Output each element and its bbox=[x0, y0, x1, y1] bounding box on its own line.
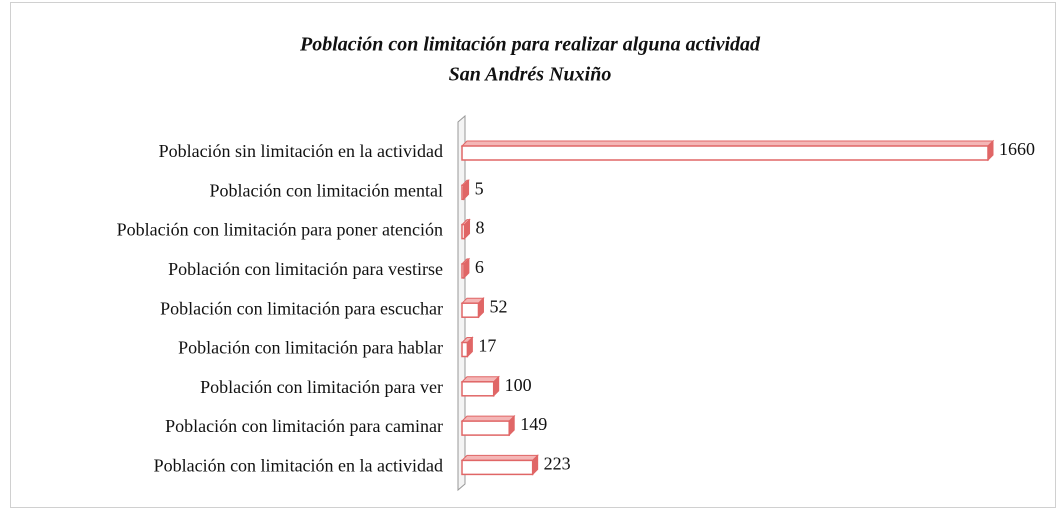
bar bbox=[461, 184, 465, 201]
bar bbox=[461, 420, 510, 436]
category-label: Población con limitación mental bbox=[210, 180, 443, 200]
data-label: 6 bbox=[475, 257, 484, 277]
data-label: 5 bbox=[475, 178, 484, 198]
data-label: 1660 bbox=[999, 139, 1035, 159]
chart-border bbox=[10, 2, 1056, 508]
data-label: 100 bbox=[505, 375, 532, 395]
category-label: Población con limitación para caminar bbox=[165, 416, 443, 436]
category-label: Población con limitación para vestirse bbox=[168, 259, 443, 279]
data-label: 223 bbox=[544, 454, 571, 474]
bar bbox=[461, 341, 469, 358]
data-label: 52 bbox=[489, 296, 507, 316]
chart-title: Población con limitación para realizar a… bbox=[299, 34, 761, 56]
bar bbox=[461, 381, 495, 397]
category-label: Población con limitación para poner aten… bbox=[117, 220, 443, 240]
bar bbox=[461, 223, 466, 240]
data-label: 8 bbox=[476, 218, 485, 238]
data-label: 149 bbox=[520, 414, 547, 434]
category-label: Población sin limitación en la actividad bbox=[159, 141, 443, 161]
bar bbox=[461, 302, 480, 318]
category-label: Población con limitación para hablar bbox=[178, 338, 443, 358]
category-label: Población con limitación en la actividad bbox=[154, 456, 443, 476]
bar bbox=[461, 263, 465, 279]
category-label: Población con limitación para ver bbox=[200, 377, 443, 397]
data-label: 17 bbox=[478, 336, 496, 356]
category-label: Población con limitación para escuchar bbox=[160, 298, 443, 318]
bar bbox=[461, 459, 534, 476]
chart-subtitle: San Andrés Nuxiño bbox=[449, 64, 612, 86]
bar bbox=[461, 145, 989, 161]
